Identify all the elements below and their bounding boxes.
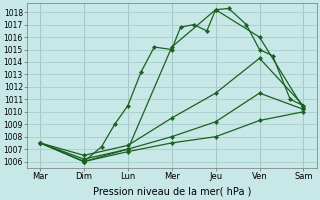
X-axis label: Pression niveau de la mer( hPa ): Pression niveau de la mer( hPa )	[92, 187, 251, 197]
